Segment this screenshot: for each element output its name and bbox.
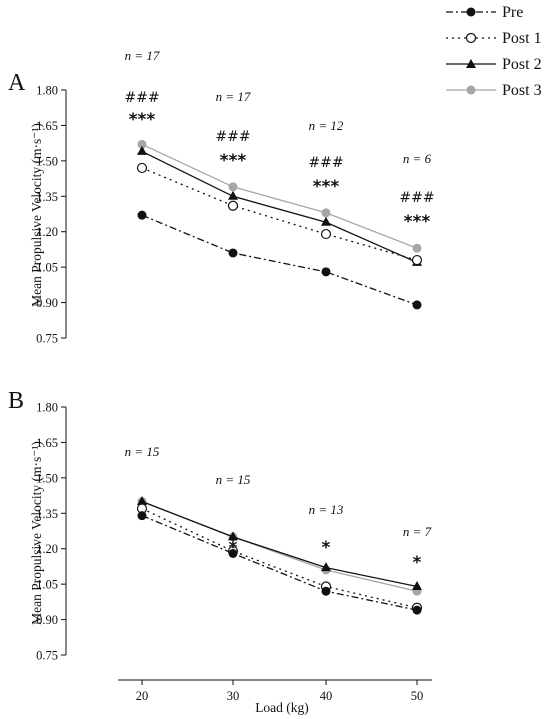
panel-b-y-tick-label: 1.80 (36, 401, 58, 415)
panel-a-plot: 0.75 0.90 1.05 1.20 1.35 1.50 1.65 1.80 n = 17 ##… (36, 48, 434, 346)
panel-a-point-post-3 (321, 208, 331, 218)
panel-b-series-post-1-line (141, 508, 418, 609)
panel-b-star-marker: * (229, 538, 238, 558)
panel-b-plot: 0.75 0.90 1.05 1.20 1.35 1.50 1.65 1.80 20 30 40 50… (36, 401, 432, 703)
panel-a-y-tick-label: 1.65 (36, 119, 58, 133)
panel-b-point-pre (228, 548, 238, 558)
panel-b-point-pre (321, 586, 331, 596)
panel-a-y-tick-label: 1.35 (36, 190, 58, 204)
panel-b-n-label: n = 15 (216, 472, 251, 487)
panel-a-y-tick-label: 0.90 (36, 296, 58, 310)
panel-b-series-post-2-line (141, 500, 418, 588)
panel-b-letter: B (8, 388, 24, 414)
legend-marker-post-2 (466, 59, 476, 68)
panel-a-n-label: n = 12 (309, 118, 344, 133)
legend-label-post-3: Post 3 (502, 82, 542, 99)
panel-a-y-tick-label: 1.05 (36, 261, 58, 275)
panel-b-n-label: n = 15 (125, 444, 160, 459)
panel-a-point-post-1 (227, 200, 239, 211)
panel-b-x-tick-label: 40 (320, 689, 333, 703)
panel-a-series-post-3-line (141, 143, 418, 249)
panel-b-point-post-2 (412, 581, 422, 591)
panel-b-point-post-2 (228, 531, 238, 541)
panel-b-x-tick-label: 30 (227, 689, 240, 703)
panel-b-point-post-2 (321, 562, 331, 572)
panel-a-point-post-1 (320, 228, 332, 240)
panel-a-n-label: n = 17 (216, 89, 251, 104)
panel-a-point-post-3 (412, 243, 422, 253)
legend-item-pre: Pre (446, 4, 523, 21)
panel-a-letter: A (8, 70, 26, 96)
panel-a-point-post-3 (137, 139, 147, 149)
legend-marker-post-3 (466, 85, 476, 95)
panel-b-n-label: n = 13 (309, 502, 344, 517)
panel-b-y-tick-label: 1.50 (36, 471, 58, 485)
panel-a-star-marker: *** (313, 177, 340, 197)
panel-a-hash-marker: ### (124, 90, 159, 106)
legend-label-post-2: Post 2 (502, 56, 542, 73)
panel-a-point-post-2 (228, 190, 238, 200)
panel-a-series-post-1-line (141, 167, 418, 261)
panel-a-y-tick-label: 0.75 (36, 332, 58, 346)
legend-item-post-3: Post 3 (446, 82, 542, 99)
panel-a-star-marker: *** (220, 151, 247, 171)
panel-a-point-post-3 (228, 182, 238, 192)
panel-a-point-post-2 (137, 145, 147, 155)
panel-b-ylabel: Mean Propulsive Velocity (m·s⁻¹) (29, 441, 44, 625)
panel-b-series-pre-line (141, 514, 418, 611)
panel-a-point-pre (412, 300, 422, 310)
panel-a-point-post-1 (411, 254, 423, 266)
panel-b-y-tick-label: 1.05 (36, 578, 58, 592)
legend-marker-post-1 (465, 32, 477, 44)
panel-a-ylabel: Mean Propulsive Velocity (m·s⁻¹) (29, 123, 44, 307)
panel-a-point-pre (321, 267, 331, 277)
panel-a-series-pre-line (141, 214, 418, 306)
panel-a-hash-marker: ### (308, 155, 343, 171)
panel-a-n-label: n = 17 (125, 48, 160, 63)
panel-a-hash-marker: ### (399, 190, 434, 206)
legend-label-pre: Pre (502, 4, 523, 21)
panel-a-hash-marker: ### (215, 129, 250, 145)
panel-a-star-marker: *** (129, 110, 156, 130)
panel-a-y-tick-label: 1.80 (36, 84, 58, 98)
legend-item-post-1: Post 1 (446, 30, 542, 47)
panel-b-point-pre (412, 605, 422, 615)
panel-a-point-pre (137, 210, 147, 220)
x-axis-label: Load (kg) (255, 700, 309, 715)
panel-a-star-marker: *** (404, 212, 431, 232)
legend-item-post-2: Post 2 (446, 56, 542, 73)
panel-a-n-label: n = 6 (403, 151, 432, 166)
panel-b-y-tick-label: 1.20 (36, 542, 58, 556)
legend-label-post-1: Post 1 (502, 30, 542, 47)
panel-b-star-marker: * (322, 538, 331, 558)
panel-b-y-tick-label: 0.90 (36, 613, 58, 627)
panel-a-series-post-2-line (141, 150, 418, 263)
panel-a-y-tick-label: 1.50 (36, 154, 58, 168)
panel-b-x-tick-label: 20 (136, 689, 149, 703)
panel-b-point-post-2 (137, 495, 147, 505)
panel-b-x-tick-label: 50 (411, 689, 424, 703)
panel-b-y-tick-label: 1.35 (36, 507, 58, 521)
legend-marker-pre (466, 7, 476, 17)
panel-b-y-tick-label: 0.75 (36, 649, 58, 663)
panel-a-point-post-2 (321, 216, 331, 226)
panel-b-star-marker: * (413, 553, 422, 573)
panel-a-y-tick-label: 1.20 (36, 225, 58, 239)
panel-b-n-label: n = 7 (403, 524, 432, 539)
legend: Pre Post 1 Post 2 Post 3 (446, 4, 542, 99)
panel-b-point-pre (137, 511, 147, 521)
panel-a-point-pre (228, 248, 238, 258)
panel-a-point-post-1 (136, 162, 148, 174)
panel-b-y-tick-label: 1.65 (36, 436, 58, 450)
